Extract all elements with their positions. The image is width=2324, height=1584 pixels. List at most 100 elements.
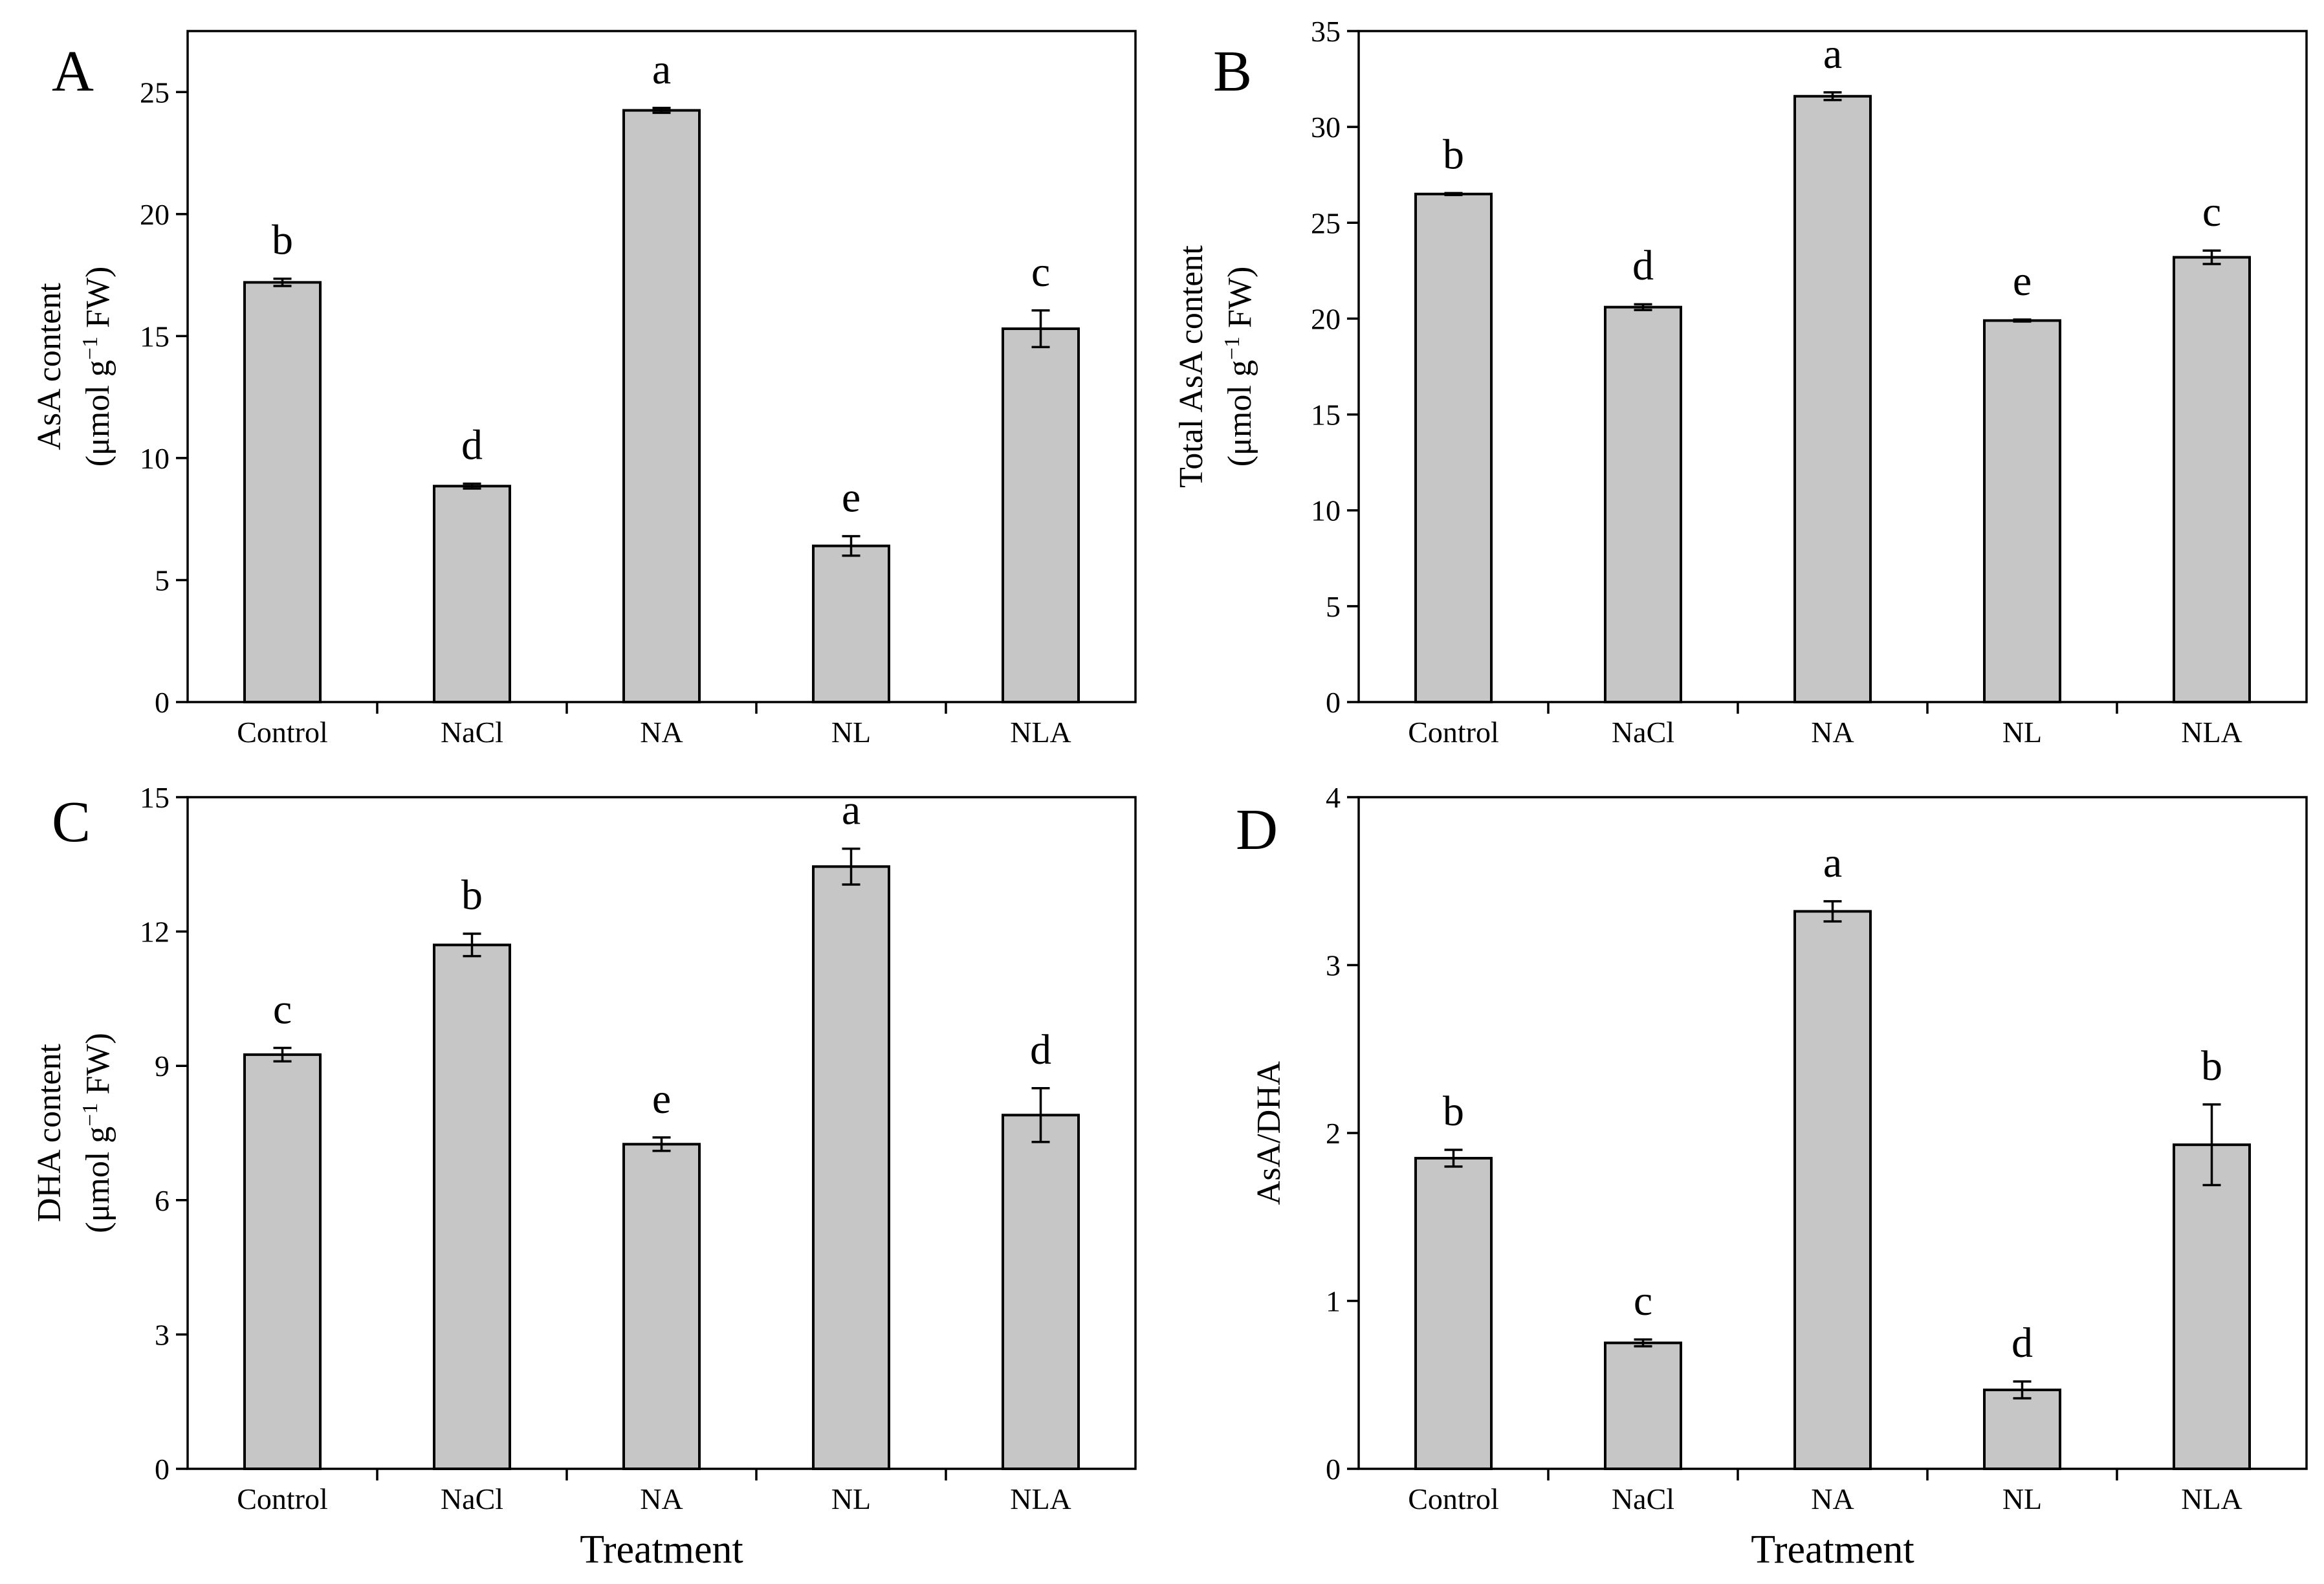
y-tick-label: 1: [1326, 1285, 1341, 1318]
error-bar: [273, 277, 292, 287]
bar-nl: [812, 865, 890, 1470]
bar-nla: [1002, 327, 1080, 703]
significance-letter: c: [1634, 1277, 1652, 1325]
panel-d: b c a d b 0 1 2 3 4 Control NaCl NA NL NLA D AsA/DHA Trea…: [1236, 781, 2308, 1572]
significance-letter: d: [2012, 1319, 2033, 1367]
y-tick-label: 0: [1326, 1453, 1341, 1486]
significance-letter: b: [461, 872, 483, 919]
error-bar: [652, 107, 671, 115]
error-bar: [2013, 1380, 2032, 1400]
error-bar: [463, 482, 481, 490]
y-tick-label: 6: [155, 1184, 170, 1217]
error-bar: [2202, 1103, 2221, 1187]
error-bar: [1634, 303, 1652, 311]
y-tick-label: 3: [155, 1318, 170, 1351]
y-tick-label: 10: [1311, 494, 1341, 527]
panel-b: b d a e c 0 5 10 15 20 25 30 35 Control NaCl NA NL NLA B To…: [1173, 15, 2308, 749]
significance-letter: c: [2202, 188, 2221, 236]
y-axis-title: AsA/DHA: [1251, 1061, 1288, 1205]
significance-letter: d: [1632, 242, 1654, 289]
bar-control: [1414, 1156, 1493, 1471]
x-tick-label: NA: [640, 716, 683, 749]
bar-nla: [2173, 1143, 2251, 1471]
plot-frame: [1357, 30, 2308, 703]
x-tick-label: NA: [1811, 716, 1854, 749]
bar-nl: [812, 544, 890, 703]
plot-frame: [186, 30, 1137, 703]
y-tick-label: 25: [1311, 206, 1341, 239]
y-tick-label: 20: [1311, 302, 1341, 335]
significance-letter: a: [1823, 839, 1842, 886]
x-tick-label: NaCl: [1612, 716, 1674, 749]
y-tick-label: 15: [140, 781, 170, 814]
x-tick-label: NA: [1811, 1482, 1854, 1515]
significance-letter: b: [2201, 1042, 2222, 1090]
significance-letter: d: [1030, 1026, 1051, 1073]
x-tick-label: NL: [2002, 1482, 2042, 1515]
significance-letter: a: [652, 46, 671, 93]
significance-letter: b: [1443, 1088, 1464, 1135]
error-bar: [1444, 192, 1463, 197]
bar-nla: [1002, 1114, 1080, 1470]
significance-letter: e: [842, 474, 861, 522]
bar-control: [243, 1053, 322, 1470]
error-bar: [652, 1136, 671, 1152]
error-bar: [1823, 900, 1842, 923]
x-tick-label: NaCl: [441, 716, 503, 749]
y-tick-label: 25: [140, 76, 170, 109]
error-bar: [1634, 1338, 1652, 1348]
significance-letter: a: [1823, 30, 1842, 78]
x-tick-label: Control: [1408, 716, 1499, 749]
significance-letter: a: [842, 787, 861, 834]
significance-letter: e: [2013, 258, 2032, 305]
x-tick-label: NaCl: [1612, 1482, 1674, 1515]
error-bar: [2202, 249, 2221, 265]
y-tick-label: 4: [1326, 781, 1341, 814]
significance-letter: b: [1443, 131, 1464, 178]
x-tick-label: NLA: [1010, 716, 1071, 749]
y-tick-label: 0: [155, 686, 170, 719]
panel-letter: A: [52, 39, 94, 104]
x-tick-label: NLA: [1010, 1482, 1071, 1515]
panel-letter: C: [52, 790, 91, 854]
error-bar: [1031, 1087, 1050, 1143]
error-bar: [1031, 309, 1050, 349]
bar-na: [622, 1143, 701, 1471]
significance-letter: c: [273, 986, 292, 1033]
y-tick-label: 5: [155, 564, 170, 597]
y-tick-label: 15: [140, 320, 170, 353]
bar-nacl: [433, 485, 511, 703]
x-tick-label: NL: [2002, 716, 2042, 749]
panel-a: b d a e c 0 5 10 15 20 25 Control NaCl NA NL NLA A AsA co…: [31, 30, 1137, 749]
bar-na: [622, 109, 701, 703]
y-axis-unit: (μmol g−1 FW): [78, 267, 117, 467]
y-axis-unit: (μmol g−1 FW): [78, 1033, 117, 1233]
error-bar: [273, 1046, 292, 1063]
y-tick-label: 0: [1326, 686, 1341, 719]
bar-nla: [2173, 256, 2251, 704]
y-tick-label: 35: [1311, 15, 1341, 48]
x-tick-label: NL: [831, 1482, 871, 1515]
y-tick-label: 9: [155, 1050, 170, 1083]
error-bar: [1823, 91, 1842, 102]
x-tick-label: Control: [237, 716, 328, 749]
y-tick-label: 15: [1311, 399, 1341, 432]
significance-letter: e: [652, 1075, 671, 1123]
y-tick-label: 5: [1326, 590, 1341, 623]
y-tick-label: 12: [140, 916, 170, 949]
error-bar: [1444, 1149, 1463, 1168]
bar-control: [243, 281, 322, 703]
x-tick-label: NLA: [2181, 716, 2242, 749]
significance-letter: c: [1031, 248, 1050, 296]
y-tick-label: 2: [1326, 1117, 1341, 1150]
x-tick-label: NA: [640, 1482, 683, 1515]
bar-nacl: [1604, 305, 1682, 703]
y-tick-label: 20: [140, 198, 170, 231]
x-axis-title: Treatment: [580, 1528, 743, 1572]
bar-na: [1793, 910, 1872, 1470]
error-bar: [842, 534, 861, 557]
panel-c: c b e a d 0 3 6 9 12 15 Control NaCl NA NL NLA C DHA cont…: [31, 781, 1137, 1572]
bar-nacl: [1604, 1341, 1682, 1470]
y-axis-unit: (μmol g−1 FW): [1220, 267, 1259, 467]
